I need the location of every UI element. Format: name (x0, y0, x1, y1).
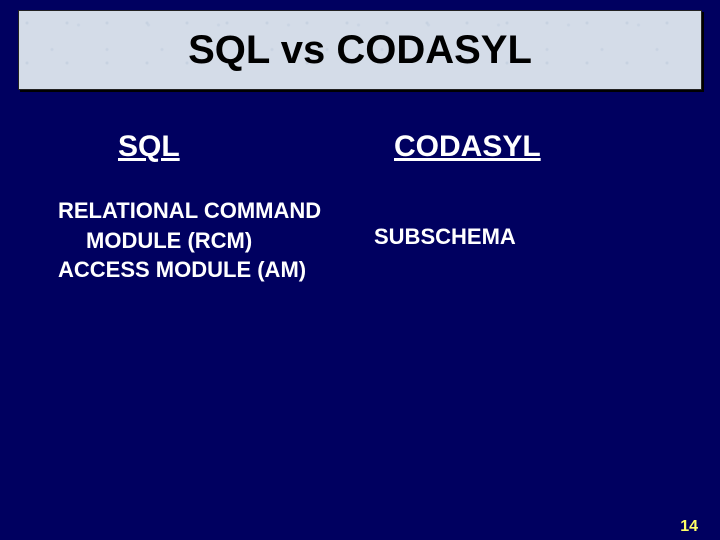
sql-item-line2: MODULE (RCM) (58, 226, 364, 256)
sql-item-line1: RELATIONAL COMMAND (58, 196, 364, 226)
codasyl-item-line1: SUBSCHEMA (374, 222, 680, 252)
sql-header: SQL (58, 130, 364, 164)
codasyl-column: CODASYL SUBSCHEMA (364, 130, 680, 285)
comparison-columns: SQL RELATIONAL COMMAND MODULE (RCM) ACCE… (0, 130, 720, 285)
sql-item-line3: ACCESS MODULE (AM) (58, 255, 364, 285)
sql-column: SQL RELATIONAL COMMAND MODULE (RCM) ACCE… (40, 130, 364, 285)
slide-title: SQL vs CODASYL (188, 28, 532, 73)
page-number: 14 (680, 518, 698, 536)
title-bar: SQL vs CODASYL (18, 10, 702, 90)
codasyl-header: CODASYL (374, 130, 680, 164)
